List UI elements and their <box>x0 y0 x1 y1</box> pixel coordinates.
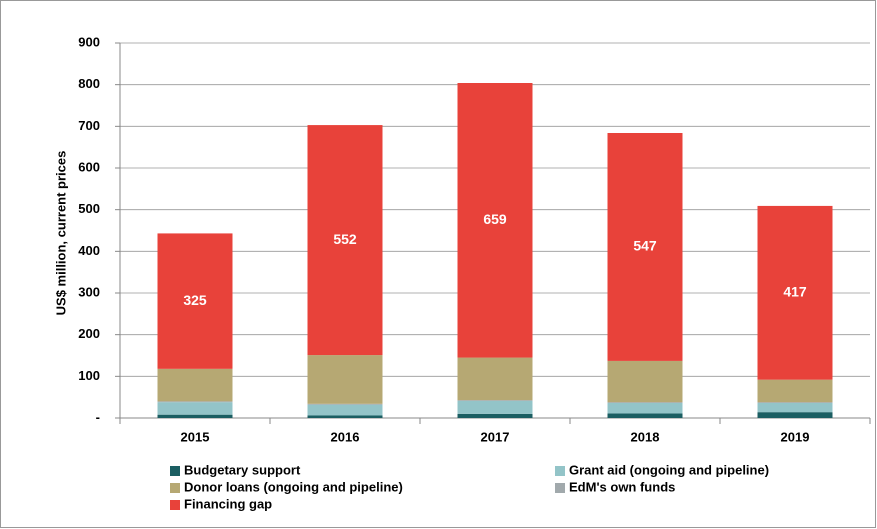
bar-segment <box>307 404 383 416</box>
y-axis-label: US$ million, current prices <box>53 151 68 316</box>
data-label: 325 <box>183 292 207 308</box>
legend-label: Donor loans (ongoing and pipeline) <box>184 479 403 494</box>
x-tick-label: 2018 <box>631 429 660 444</box>
legend-swatch <box>555 466 565 476</box>
y-tick-label: 300 <box>78 284 100 299</box>
legend-swatch <box>555 483 565 493</box>
data-label: 552 <box>333 231 357 247</box>
y-tick-label: 700 <box>78 118 100 133</box>
bar-segment <box>307 415 383 418</box>
bar-segment <box>157 233 233 369</box>
bar-segment <box>607 360 683 403</box>
x-tick-label: 2019 <box>781 429 810 444</box>
y-tick-label: 900 <box>78 34 100 49</box>
x-tick-label: 2016 <box>331 429 360 444</box>
bar-segment <box>757 412 833 418</box>
bar-segment <box>457 357 533 401</box>
legend-label: Budgetary support <box>184 462 301 477</box>
legend-label: EdM's own funds <box>569 479 675 494</box>
x-tick-label: 2017 <box>481 429 510 444</box>
bar-segment <box>157 402 233 415</box>
bar-segment <box>607 133 683 361</box>
y-tick-label: 500 <box>78 201 100 216</box>
bar-segment <box>757 205 833 380</box>
bar-segment <box>457 83 533 358</box>
bar-segment <box>157 414 233 418</box>
bar-segment <box>607 413 683 418</box>
legend-swatch <box>170 466 180 476</box>
bar-segment <box>307 355 383 404</box>
legend-label: Financing gap <box>184 496 272 511</box>
bar-segment <box>457 400 533 414</box>
y-tick-label: 600 <box>78 159 100 174</box>
y-tick-label: 100 <box>78 368 100 383</box>
y-tick-label: 800 <box>78 76 100 91</box>
bar-segment <box>757 379 833 403</box>
y-tick-label: 200 <box>78 326 100 341</box>
data-label: 417 <box>783 283 807 299</box>
bar-segment <box>157 368 233 402</box>
bar-segment <box>457 400 533 401</box>
legend-swatch <box>170 483 180 493</box>
data-label: 547 <box>633 238 657 254</box>
bar-segment <box>607 402 683 403</box>
bar-segment <box>307 403 383 405</box>
data-label: 659 <box>483 211 507 227</box>
legend-swatch <box>170 500 180 510</box>
bar-segment <box>757 403 833 413</box>
bar-segment <box>457 413 533 418</box>
x-tick-label: 2015 <box>181 429 210 444</box>
legend-label: Grant aid (ongoing and pipeline) <box>569 462 769 477</box>
y-tick-label: - <box>96 409 100 424</box>
bar-segment <box>307 125 383 356</box>
bar-segment <box>157 401 233 403</box>
y-tick-label: 400 <box>78 243 100 258</box>
bar-segment <box>607 403 683 414</box>
bar-segment <box>757 402 833 403</box>
